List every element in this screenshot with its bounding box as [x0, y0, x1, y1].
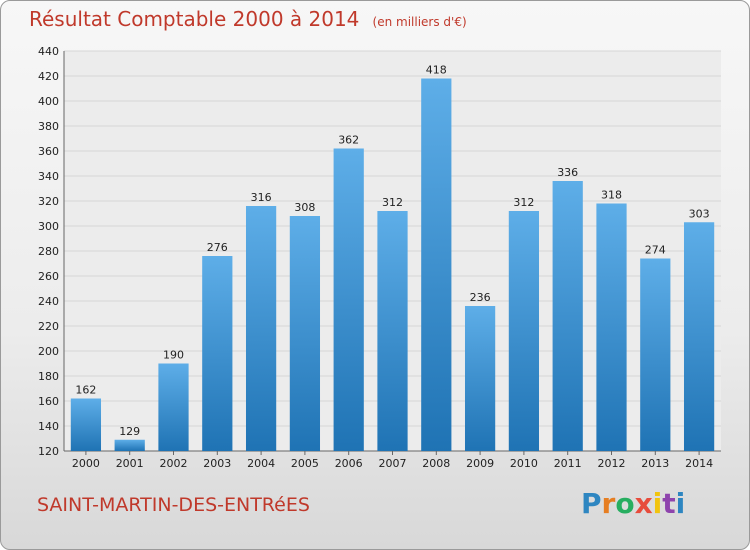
value-label: 129 — [119, 425, 140, 438]
y-tick-label: 160 — [38, 395, 59, 408]
y-tick-label: 340 — [38, 170, 59, 183]
x-tick-label: 2003 — [203, 457, 231, 470]
y-tick-label: 360 — [38, 145, 59, 158]
value-label: 276 — [207, 241, 228, 254]
logo-letter: t — [662, 487, 676, 520]
x-tick-label: 2009 — [466, 457, 494, 470]
logo-letter: o — [615, 487, 635, 520]
y-tick-label: 180 — [38, 370, 59, 383]
y-tick-label: 440 — [38, 45, 59, 58]
logo-letter: P — [581, 487, 602, 520]
logo-letter: x — [634, 487, 653, 520]
y-tick-label: 380 — [38, 120, 59, 133]
x-tick-label: 2001 — [116, 457, 144, 470]
y-tick-label: 420 — [38, 70, 59, 83]
value-label: 336 — [557, 166, 578, 179]
y-tick-label: 120 — [38, 445, 59, 458]
chart-title: Résultat Comptable 2000 à 2014 (en milli… — [29, 7, 467, 31]
bar-2014 — [683, 222, 715, 451]
bar-2003 — [202, 256, 233, 451]
x-tick-label: 2000 — [72, 457, 100, 470]
title-text: Résultat Comptable 2000 à 2014 — [29, 7, 360, 31]
y-tick-label: 300 — [38, 220, 59, 233]
x-tick-label: 2012 — [598, 457, 626, 470]
value-label: 418 — [426, 64, 447, 77]
x-tick-label: 2007 — [379, 457, 407, 470]
x-tick-label: 2008 — [422, 457, 450, 470]
y-tick-label: 200 — [38, 345, 59, 358]
value-label: 312 — [513, 196, 534, 209]
logo-letter: i — [675, 487, 686, 520]
value-label: 274 — [645, 244, 666, 257]
value-label: 316 — [251, 191, 272, 204]
y-tick-label: 140 — [38, 420, 59, 433]
x-tick-label: 2011 — [554, 457, 582, 470]
y-tick-label: 240 — [38, 295, 59, 308]
bar-2002 — [158, 363, 189, 451]
value-label: 303 — [689, 207, 710, 220]
x-tick-label: 2002 — [160, 457, 188, 470]
logo-letter: r — [601, 487, 616, 520]
x-tick-label: 2006 — [335, 457, 363, 470]
commune-name: SAINT-MARTIN-DES-ENTRéES — [37, 494, 310, 516]
bar-2010 — [508, 211, 540, 451]
y-tick-label: 260 — [38, 270, 59, 283]
y-tick-label: 400 — [38, 95, 59, 108]
y-tick-label: 320 — [38, 195, 59, 208]
value-label: 312 — [382, 196, 403, 209]
bar-2007 — [377, 211, 408, 451]
proxiti-logo: Proxiti — [581, 487, 685, 520]
value-label: 318 — [601, 189, 622, 202]
value-label: 190 — [163, 349, 184, 362]
x-tick-label: 2013 — [641, 457, 669, 470]
y-tick-label: 280 — [38, 245, 59, 258]
bar-2011 — [552, 181, 583, 451]
bar-2013 — [640, 258, 671, 451]
x-tick-label: 2005 — [291, 457, 319, 470]
bar-2001 — [114, 439, 145, 451]
value-label: 236 — [470, 291, 491, 304]
x-tick-label: 2014 — [685, 457, 713, 470]
bar-2000 — [70, 398, 102, 451]
unit-text: (en milliers d'€) — [372, 15, 467, 29]
value-label: 362 — [338, 134, 359, 147]
x-tick-label: 2010 — [510, 457, 538, 470]
logo-letter: i — [652, 487, 663, 520]
bar-2005 — [289, 216, 321, 451]
y-tick-label: 220 — [38, 320, 59, 333]
bar-2004 — [245, 206, 277, 451]
bar-2008 — [421, 78, 452, 451]
x-tick-label: 2004 — [247, 457, 275, 470]
value-label: 308 — [294, 201, 315, 214]
bar-2009 — [464, 306, 496, 451]
value-label: 162 — [75, 384, 96, 397]
bar-2012 — [596, 203, 627, 451]
bar-2006 — [333, 148, 364, 451]
